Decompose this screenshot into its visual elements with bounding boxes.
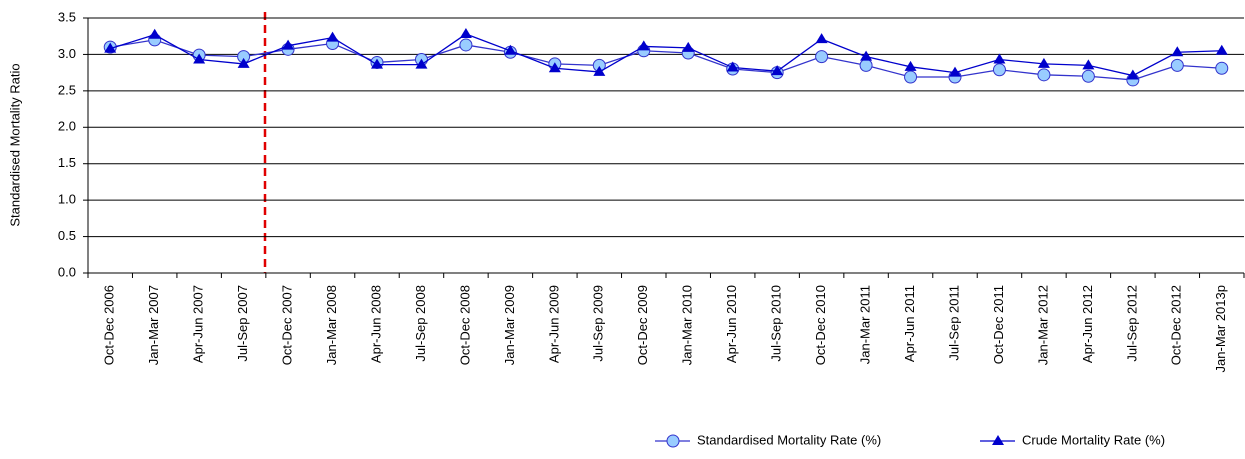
data-point bbox=[815, 50, 829, 64]
y-tick-label: 2.5 bbox=[58, 82, 76, 97]
data-point bbox=[949, 66, 961, 77]
data-point bbox=[326, 31, 339, 42]
x-tick-label: Jul-Sep 2012 bbox=[1124, 285, 1139, 362]
x-tick-label: Oct-Dec 2006 bbox=[102, 285, 117, 365]
x-tick-label: Oct-Dec 2011 bbox=[991, 285, 1006, 364]
y-tick-label: 3.0 bbox=[58, 46, 76, 61]
x-tick-label: Apr-Jun 2010 bbox=[724, 285, 739, 363]
x-tick-label: Apr-Jun 2012 bbox=[1080, 285, 1095, 363]
data-point bbox=[282, 39, 295, 50]
y-tick-label: 1.0 bbox=[58, 192, 76, 207]
x-tick-label: Jan-Mar 2013p bbox=[1213, 285, 1228, 372]
legend-marker bbox=[992, 435, 1004, 445]
y-tick-label: 1.5 bbox=[58, 155, 76, 170]
x-tick-label: Jan-Mar 2008 bbox=[324, 285, 339, 365]
x-tick-label: Jan-Mar 2011 bbox=[858, 285, 873, 364]
y-axis-label: Standardised Mortality Ratio bbox=[7, 63, 22, 226]
x-tick-label: Apr-Jun 2007 bbox=[191, 285, 206, 363]
y-tick-label: 2.0 bbox=[58, 119, 76, 134]
legend-label: Standardised Mortality Rate (%) bbox=[697, 432, 881, 447]
data-point bbox=[104, 42, 117, 53]
y-tick-label: 0.0 bbox=[58, 264, 76, 279]
data-point bbox=[148, 28, 161, 39]
data-point bbox=[504, 44, 517, 55]
x-tick-label: Oct-Dec 2012 bbox=[1169, 285, 1184, 365]
x-tick-label: Jul-Sep 2009 bbox=[591, 285, 606, 362]
data-point bbox=[815, 33, 828, 44]
data-point bbox=[904, 70, 918, 84]
data-point bbox=[459, 28, 472, 39]
x-tick-label: Jul-Sep 2008 bbox=[413, 285, 428, 362]
series-line bbox=[110, 39, 1222, 81]
data-point bbox=[1082, 59, 1095, 70]
x-tick-label: Jan-Mar 2007 bbox=[146, 285, 161, 365]
x-tick-label: Jan-Mar 2012 bbox=[1035, 285, 1050, 365]
x-tick-label: Jan-Mar 2010 bbox=[680, 285, 695, 365]
data-point bbox=[1037, 68, 1051, 82]
x-tick-label: Oct-Dec 2009 bbox=[635, 285, 650, 365]
y-tick-label: 3.5 bbox=[58, 9, 76, 24]
x-tick-label: Jul-Sep 2011 bbox=[946, 285, 961, 361]
data-point bbox=[459, 38, 473, 52]
data-point bbox=[682, 41, 695, 52]
x-tick-label: Jul-Sep 2010 bbox=[769, 285, 784, 362]
legend-label: Crude Mortality Rate (%) bbox=[1022, 432, 1165, 447]
legend-marker bbox=[666, 434, 680, 448]
x-tick-label: Jan-Mar 2009 bbox=[502, 285, 517, 365]
data-point bbox=[904, 60, 917, 71]
data-point bbox=[859, 58, 873, 72]
data-point bbox=[860, 50, 873, 61]
data-point bbox=[726, 61, 739, 72]
data-point bbox=[1215, 61, 1229, 75]
x-tick-label: Oct-Dec 2008 bbox=[457, 285, 472, 365]
data-point bbox=[1126, 69, 1139, 80]
y-tick-label: 0.5 bbox=[58, 228, 76, 243]
data-point bbox=[415, 58, 428, 69]
data-point bbox=[593, 65, 606, 76]
data-point bbox=[237, 57, 250, 68]
data-point bbox=[1171, 46, 1184, 57]
x-tick-label: Apr-Jun 2011 bbox=[902, 285, 917, 362]
data-point bbox=[992, 63, 1006, 77]
x-tick-label: Apr-Jun 2009 bbox=[546, 285, 561, 363]
data-point bbox=[993, 53, 1006, 64]
data-point bbox=[1081, 69, 1095, 83]
data-point bbox=[637, 40, 650, 51]
data-point bbox=[1037, 57, 1050, 68]
data-point bbox=[371, 58, 383, 69]
data-point bbox=[771, 65, 784, 76]
x-tick-label: Apr-Jun 2008 bbox=[368, 285, 383, 363]
data-point bbox=[193, 53, 206, 64]
x-tick-label: Oct-Dec 2010 bbox=[813, 285, 828, 365]
data-point bbox=[1215, 44, 1228, 55]
data-point bbox=[1170, 58, 1184, 72]
x-tick-label: Oct-Dec 2007 bbox=[280, 285, 295, 365]
x-tick-label: Jul-Sep 2007 bbox=[235, 285, 250, 362]
series-line bbox=[110, 33, 1222, 77]
data-point bbox=[548, 62, 561, 73]
